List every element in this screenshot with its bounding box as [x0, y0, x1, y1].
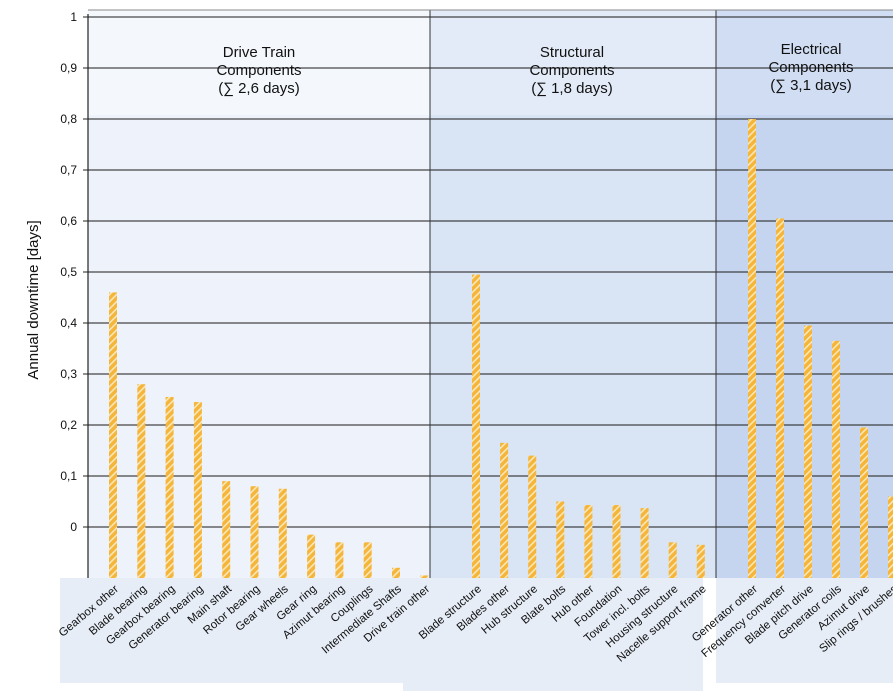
bar	[109, 292, 117, 578]
group-title-line: Structural	[540, 44, 604, 61]
group-dividers	[88, 9, 893, 578]
bar	[137, 384, 146, 578]
bar	[668, 542, 677, 578]
bar	[556, 501, 565, 578]
bar	[472, 274, 480, 578]
bar	[804, 325, 812, 578]
bar	[612, 505, 621, 578]
bar	[528, 455, 537, 578]
group-header-panel-0	[88, 10, 430, 115]
y-tick-label: 1	[70, 10, 77, 24]
bar	[776, 218, 784, 578]
bar	[500, 442, 509, 578]
y-tick-label: 0,8	[60, 112, 77, 126]
y-tick-label: 0,9	[60, 61, 77, 75]
group-title-line: Electrical	[781, 41, 842, 58]
bars	[109, 119, 893, 578]
y-axis-label: Annual downtime [days]	[25, 220, 42, 379]
label-strip-electrical	[716, 578, 893, 683]
bar	[278, 488, 287, 578]
label-strip-drive-train	[60, 578, 430, 683]
group-title-line: (∑ 2,6 days)	[218, 80, 300, 97]
group-title-line: Components	[768, 59, 853, 76]
y-tick-label: 0	[70, 520, 77, 534]
bar	[584, 505, 593, 578]
bar	[748, 119, 756, 578]
bar	[363, 542, 372, 578]
group-title-line: (∑ 3,1 days)	[770, 77, 852, 94]
group-title-line: Components	[216, 62, 301, 79]
group-title-line: Drive Train	[223, 44, 296, 61]
group-header-panel-1	[430, 10, 716, 115]
y-tick-label: 0,3	[60, 367, 77, 381]
bar	[307, 534, 316, 578]
group-title-line: (∑ 1,8 days)	[531, 80, 613, 97]
bar	[696, 544, 705, 578]
bar	[420, 575, 429, 578]
group-panels	[88, 10, 893, 578]
y-tick-label: 0,1	[60, 469, 77, 483]
bar	[832, 340, 840, 578]
y-tick-label: 0,2	[60, 418, 77, 432]
grid-lines	[88, 16, 893, 528]
bar	[640, 508, 649, 578]
y-tick-label: 0,7	[60, 163, 77, 177]
bar	[888, 496, 893, 578]
group-header-panel-2	[716, 10, 893, 115]
bar	[335, 542, 344, 578]
label-strip-structural	[403, 578, 703, 691]
category-label-background	[60, 578, 893, 691]
bar	[165, 396, 174, 578]
y-axis: 0 0,1 0,2 0,3 0,4 0,5 0,6 0,7 0,8 0,9 1	[60, 10, 89, 578]
bar	[392, 567, 400, 578]
bar	[193, 402, 202, 578]
y-tick-label: 0,6	[60, 214, 77, 228]
y-tick-label: 0,5	[60, 265, 77, 279]
bar	[250, 486, 259, 578]
y-tick-label: 0,4	[60, 316, 77, 330]
bar	[860, 427, 868, 578]
group-title-line: Components	[529, 62, 614, 79]
bar	[222, 481, 231, 578]
